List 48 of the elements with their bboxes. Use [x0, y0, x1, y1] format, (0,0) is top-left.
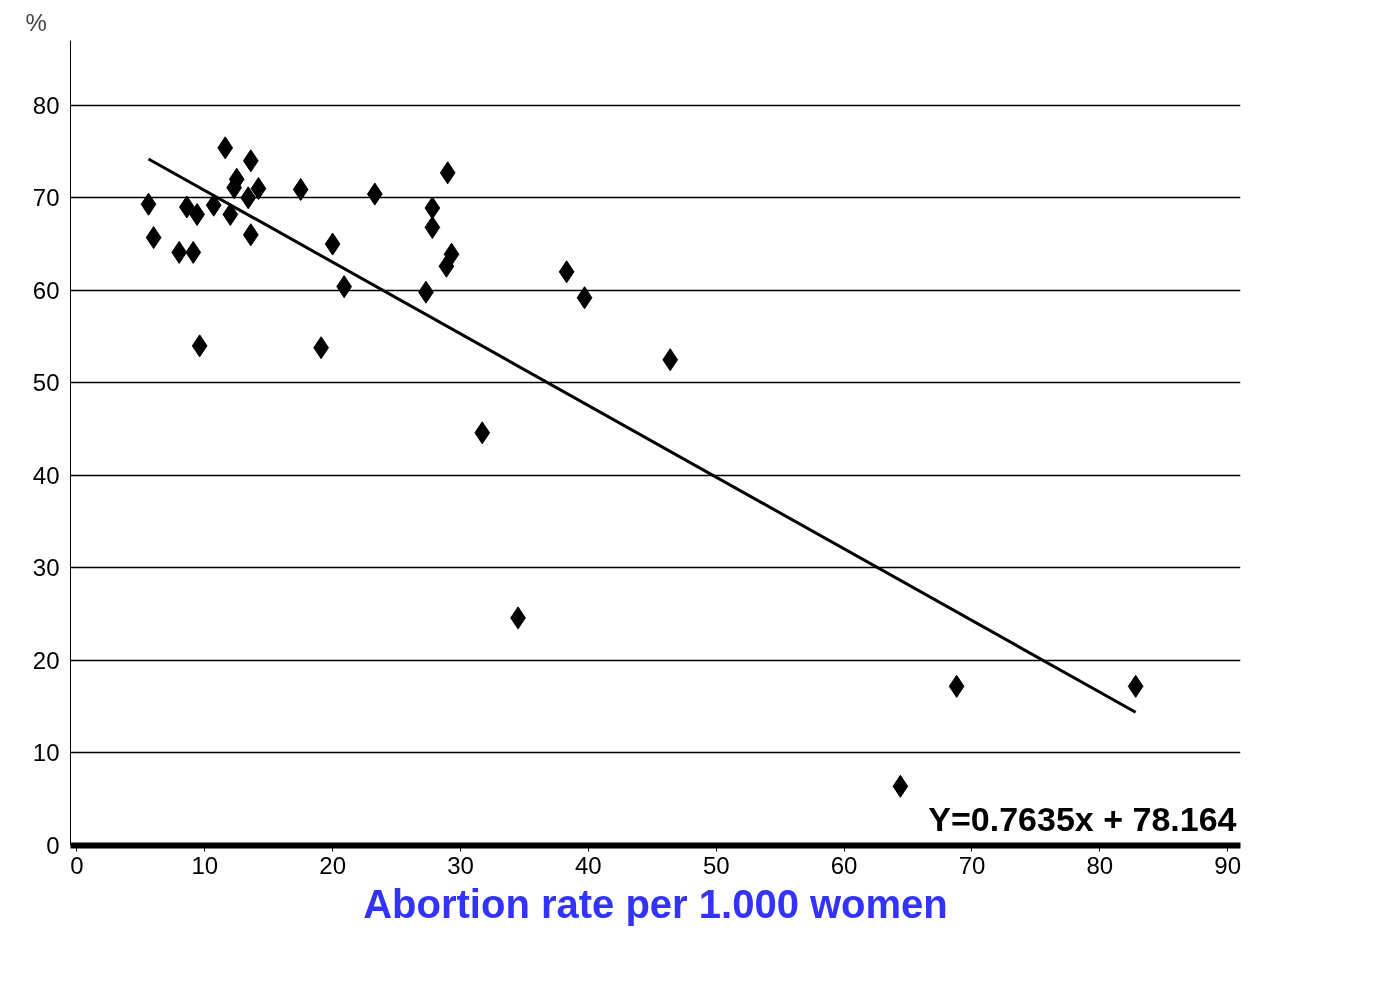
- point: [443, 242, 460, 266]
- x-tick-label: 30: [447, 851, 474, 879]
- point: [191, 334, 208, 358]
- point: [662, 348, 679, 372]
- x-tick-label: 40: [575, 851, 602, 879]
- point: [892, 774, 909, 798]
- point: [576, 286, 593, 310]
- point: [558, 260, 575, 284]
- x-tick-label: 0: [70, 851, 84, 879]
- point: [366, 182, 383, 206]
- y-axis-title: %: [25, 8, 47, 36]
- point: [217, 136, 234, 160]
- x-tick-label: 80: [1086, 851, 1114, 879]
- point: [240, 186, 257, 210]
- x-tick-label: 20: [319, 851, 346, 879]
- x-tick-label: 70: [958, 851, 986, 879]
- y-tick-label: 20: [32, 646, 60, 674]
- point: [424, 196, 441, 220]
- y-tick-label: 10: [32, 739, 60, 767]
- point: [474, 421, 491, 445]
- point: [242, 223, 259, 247]
- point: [171, 240, 188, 264]
- x-tick-label: 60: [830, 851, 858, 879]
- point: [439, 161, 456, 185]
- y-tick-label: 0: [46, 832, 60, 859]
- y-tick-label: 40: [32, 461, 60, 489]
- point: [205, 193, 222, 217]
- point: [185, 240, 202, 264]
- x-tick-label: 50: [702, 851, 730, 879]
- x-tick-label: 90: [1214, 851, 1242, 879]
- y-tick-label: 50: [32, 369, 60, 397]
- point: [1127, 674, 1144, 698]
- point: [145, 226, 162, 250]
- y-tick-label: 80: [32, 91, 60, 119]
- y-tick-label: 60: [32, 276, 60, 304]
- point: [948, 674, 965, 698]
- point: [250, 177, 267, 201]
- point: [222, 202, 239, 226]
- x-axis-title: Abortion rate per 1.000 women: [363, 881, 948, 926]
- y-tick-label: 70: [32, 184, 60, 212]
- point: [242, 149, 259, 173]
- point: [424, 215, 441, 239]
- annotation: Y=0.7635x + 78.164: [928, 799, 1237, 838]
- point: [324, 232, 341, 256]
- y-tick-label: 30: [32, 554, 60, 582]
- point: [140, 192, 157, 216]
- point: [292, 177, 309, 201]
- x-tick-label: 10: [191, 851, 219, 879]
